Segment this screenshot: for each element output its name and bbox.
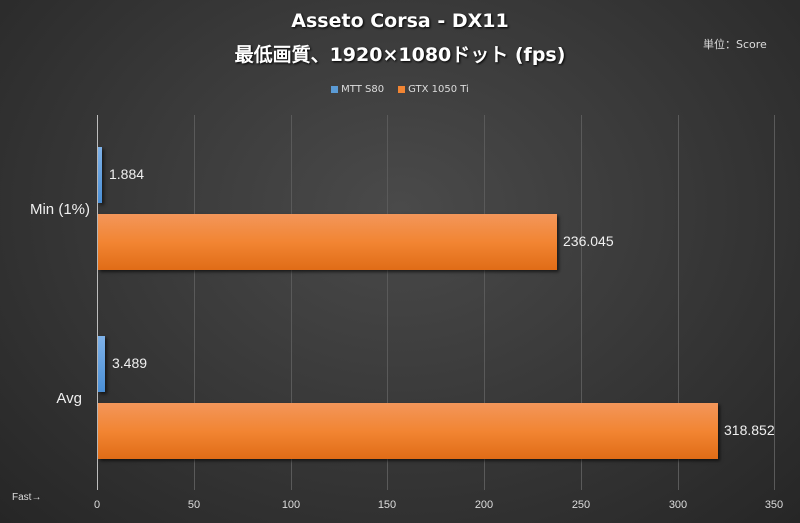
- plot-area: 1.884 236.045 3.489 318.852: [97, 115, 775, 490]
- category-label-min: Min (1%): [29, 201, 90, 218]
- value-label-min-gtx-1050-ti: 236.045: [563, 233, 614, 249]
- bar-min-gtx-1050-ti: [98, 214, 557, 270]
- unit-label: 単位：Score: [703, 38, 767, 51]
- category-label-avg: Avg: [56, 390, 82, 407]
- chart-title: Asseto Corsa - DX11: [291, 10, 509, 32]
- x-tick-200: 200: [474, 499, 494, 511]
- value-label-avg-gtx-1050-ti: 318.852: [724, 422, 775, 438]
- bar-min-mtt-s80: [98, 147, 102, 203]
- x-tick-250: 250: [571, 499, 591, 511]
- gridline-200: [484, 115, 485, 490]
- legend: MTT S80 GTX 1050 Ti: [0, 84, 800, 95]
- legend-item-mtt-s80: MTT S80: [331, 84, 384, 95]
- gridline-50: [194, 115, 195, 490]
- x-tick-300: 300: [668, 499, 688, 511]
- legend-swatch-blue: [331, 86, 339, 93]
- x-tick-50: 50: [187, 499, 201, 511]
- x-tick-150: 150: [377, 499, 397, 511]
- gridline-300: [678, 115, 679, 490]
- chart-subtitle: 最低画質、1920×1080ドット (fps): [234, 44, 566, 66]
- value-label-avg-mtt-s80: 3.489: [112, 355, 148, 371]
- value-label-min-mtt-s80: 1.884: [109, 166, 145, 182]
- gridline-100: [291, 115, 292, 490]
- x-tick-350: 350: [764, 499, 784, 511]
- bar-avg-mtt-s80: [98, 336, 105, 392]
- gridline-250: [581, 115, 582, 490]
- legend-swatch-orange: [398, 86, 406, 93]
- legend-item-gtx-1050-ti: GTX 1050 Ti: [398, 84, 469, 95]
- fast-annotation: Fast→: [12, 492, 42, 503]
- x-tick-0: 0: [93, 499, 101, 511]
- legend-label: GTX 1050 Ti: [408, 84, 469, 95]
- y-axis-line: [97, 115, 98, 490]
- gridline-350: [774, 115, 775, 490]
- gridline-150: [387, 115, 388, 490]
- x-tick-100: 100: [281, 499, 301, 511]
- bar-avg-gtx-1050-ti: [98, 403, 718, 459]
- legend-label: MTT S80: [341, 84, 385, 95]
